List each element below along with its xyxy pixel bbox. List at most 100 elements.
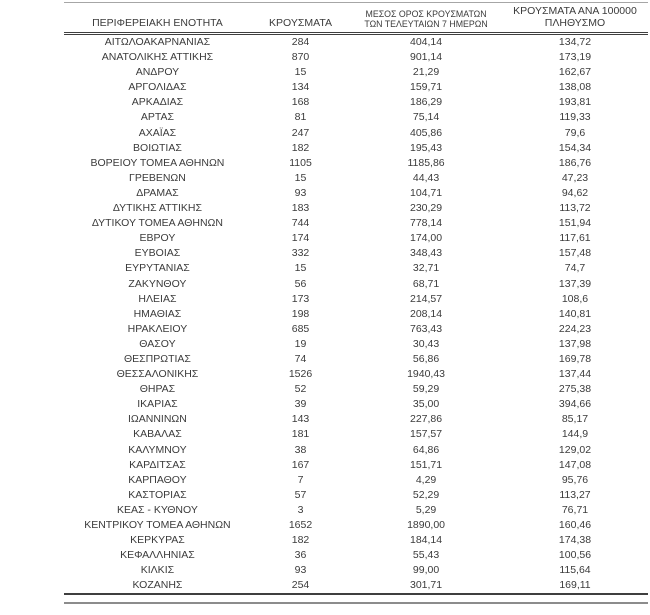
cell-per100k: 129,02 — [558, 443, 592, 456]
cell-per100k: 115,64 — [559, 564, 591, 577]
cell-region: ΘΕΣΠΡΩΤΙΑΣ — [123, 352, 191, 365]
cell-cases: 332 — [291, 247, 310, 260]
cell-per100k: 169,78 — [558, 352, 592, 365]
cell-region: ΑΡΤΑΣ — [140, 111, 174, 124]
bottom-rule — [64, 602, 648, 604]
cell-region: ΔΥΤΙΚΗΣ ΑΤΤΙΚΗΣ — [112, 202, 202, 215]
cell-region: ΚΕΝΤΡΙΚΟΥ ΤΟΜΕΑ ΑΘΗΝΩΝ — [84, 519, 231, 531]
cell-region: ΚΑΡΔΙΤΣΑΣ — [129, 458, 186, 471]
table-row: ΑΙΤΩΛΟΑΚΑΡΝΑΝΙΑΣ 284 404,14 134,72 — [64, 34, 648, 51]
table-row: ΙΚΑΡΙΑΣ 39 35,00 394,66 — [64, 397, 648, 412]
cell-cases: 254 — [291, 579, 310, 592]
cell-per100k: 173,19 — [558, 51, 592, 64]
cell-avg7: 174,00 — [409, 232, 443, 245]
cell-cases: 57 — [294, 488, 307, 501]
cell-region: ΘΗΡΑΣ — [139, 383, 176, 396]
cell-per100k: 94,62 — [561, 186, 589, 199]
cell-per100k: 162,67 — [558, 66, 592, 79]
cell-per100k: 174,38 — [558, 534, 592, 547]
table-row: ΑΡΤΑΣ 81 75,14 119,33 — [64, 110, 648, 125]
cell-region: ΕΒΡΟΥ — [139, 232, 176, 245]
cell-cases: 15 — [294, 171, 307, 184]
cell-region: ΖΑΚΥΝΘΟΥ — [128, 277, 187, 290]
table-row: ΗΡΑΚΛΕΙΟΥ 685 763,43 224,23 — [64, 322, 648, 337]
table-row: ΔΡΑΜΑΣ 93 104,71 94,62 — [64, 186, 648, 201]
cell-per100k: 95,76 — [561, 473, 589, 486]
cell-avg7: 184,14 — [409, 534, 443, 547]
table-body: ΑΙΤΩΛΟΑΚΑΡΝΑΝΙΑΣ 284 404,14 134,72 ΑΝΑΤΟ… — [64, 34, 648, 595]
cell-avg7: 52,29 — [412, 488, 440, 501]
cell-avg7: 1185,86 — [407, 156, 445, 169]
cell-region: ΗΛΕΙΑΣ — [138, 292, 177, 305]
cell-avg7: 348,43 — [409, 247, 443, 260]
cell-avg7: 404,14 — [409, 36, 443, 48]
col-header-per100k: ΚΡΟΥΣΜΑΤΑ ΑΝΑ 100000 ΠΛΗΘΥΣΜΟ — [502, 3, 648, 34]
cell-per100k: 144,9 — [561, 428, 589, 441]
cell-avg7: 68,71 — [412, 277, 440, 290]
cell-region: ΗΡΑΚΛΕΙΟΥ — [127, 322, 188, 335]
cell-cases: 3 — [297, 503, 304, 516]
table-row: ΑΡΓΟΛΙΔΑΣ 134 159,71 138,08 — [64, 80, 648, 95]
cell-per100k: 151,94 — [558, 217, 592, 230]
cell-region: ΒΟΡΕΙΟΥ ΤΟΜΕΑ ΑΘΗΝΩΝ — [90, 156, 225, 169]
cell-region: ΑΝΑΤΟΛΙΚΗΣ ΑΤΤΙΚΗΣ — [101, 51, 214, 64]
cell-cases: 143 — [291, 413, 310, 426]
cell-region: ΚΑΣΤΟΡΙΑΣ — [128, 488, 187, 501]
cell-region: ΑΡΓΟΛΙΔΑΣ — [128, 81, 187, 94]
cell-region: ΗΜΑΘΙΑΣ — [133, 307, 182, 320]
cell-cases: 56 — [294, 277, 307, 290]
cell-per100k: 79,6 — [564, 126, 586, 139]
cell-region: ΙΩΑΝΝΙΝΩΝ — [128, 413, 187, 426]
cell-avg7: 186,29 — [409, 96, 443, 109]
col-header-per100k-label-line2: ΠΛΗΘΥΣΜΟ — [544, 16, 606, 29]
cell-cases: 93 — [294, 186, 307, 199]
cell-per100k: 137,98 — [558, 337, 592, 350]
cell-cases: 182 — [291, 534, 310, 547]
cell-avg7: 4,29 — [415, 473, 437, 486]
cell-per100k: 134,72 — [558, 36, 592, 48]
cell-region: ΚΕΦΑΛΛΗΝΙΑΣ — [120, 549, 195, 562]
cell-region: ΚΙΛΚΙΣ — [140, 564, 175, 577]
cell-avg7: 30,43 — [412, 337, 440, 350]
cell-cases: 284 — [291, 36, 310, 48]
table-row: ΔΥΤΙΚΗΣ ΑΤΤΙΚΗΣ 183 230,29 113,72 — [64, 201, 648, 216]
cell-avg7: 214,57 — [409, 292, 443, 305]
cell-avg7: 21,29 — [412, 66, 440, 79]
cell-avg7: 151,71 — [409, 458, 443, 471]
cell-per100k: 76,71 — [561, 503, 589, 516]
cell-cases: 15 — [294, 66, 307, 79]
cell-cases: 870 — [291, 51, 310, 64]
cell-cases: 7 — [297, 473, 304, 486]
table-row: ΓΡΕΒΕΝΩΝ 15 44,43 47,23 — [64, 171, 648, 186]
table-row: ΚΟΖΑΝΗΣ 254 301,71 169,11 — [64, 578, 648, 595]
cell-per100k: 100,56 — [558, 549, 592, 562]
cell-avg7: 778,14 — [409, 217, 443, 230]
cell-avg7: 227,86 — [409, 413, 443, 426]
table-row: ΕΥΒΟΙΑΣ 332 348,43 157,48 — [64, 246, 648, 261]
table-row: ΗΜΑΘΙΑΣ 198 208,14 140,81 — [64, 307, 648, 322]
cell-cases: 168 — [291, 96, 310, 109]
table-row: ΙΩΑΝΝΙΝΩΝ 143 227,86 85,17 — [64, 412, 648, 427]
cell-avg7: 405,86 — [409, 126, 443, 139]
cell-cases: 93 — [294, 564, 307, 577]
cell-cases: 174 — [291, 232, 310, 245]
table-row: ΕΒΡΟΥ 174 174,00 117,61 — [64, 231, 648, 246]
cell-region: ΔΡΑΜΑΣ — [136, 186, 179, 199]
cell-cases: 52 — [294, 383, 307, 396]
cell-per100k: 394,66 — [558, 398, 592, 411]
cell-per100k: 137,44 — [558, 368, 592, 381]
col-header-region-label: ΠΕΡΙΦΕΡΕΙΑΚΗ ΕΝΟΤΗΤΑ — [92, 16, 223, 29]
cell-avg7: 301,71 — [409, 579, 443, 592]
col-header-avg7: ΜΕΣΟΣ ΟΡΟΣ ΚΡΟΥΣΜΑΤΩΝ ΤΩΝ ΤΕΛΕΥΤΑΙΩΝ 7 Η… — [350, 3, 502, 34]
cell-region: ΚΕΡΚΥΡΑΣ — [130, 534, 185, 547]
cell-avg7: 104,71 — [409, 186, 443, 199]
cell-cases: 183 — [291, 202, 310, 215]
cell-per100k: 169,11 — [559, 579, 591, 592]
table-row: ΚΑΣΤΟΡΙΑΣ 57 52,29 113,27 — [64, 488, 648, 503]
cell-avg7: 56,86 — [412, 352, 440, 365]
cell-per100k: 224,23 — [558, 322, 592, 335]
cell-per100k: 154,34 — [558, 141, 592, 154]
col-header-avg7-label-line2: ΤΩΝ ΤΕΛΕΥΤΑΙΩΝ 7 ΗΜΕΡΩΝ — [364, 19, 488, 29]
cell-region: ΒΟΙΩΤΙΑΣ — [133, 141, 182, 154]
col-header-per100k-label-line1: ΚΡΟΥΣΜΑΤΑ ΑΝΑ 100000 — [513, 5, 637, 17]
